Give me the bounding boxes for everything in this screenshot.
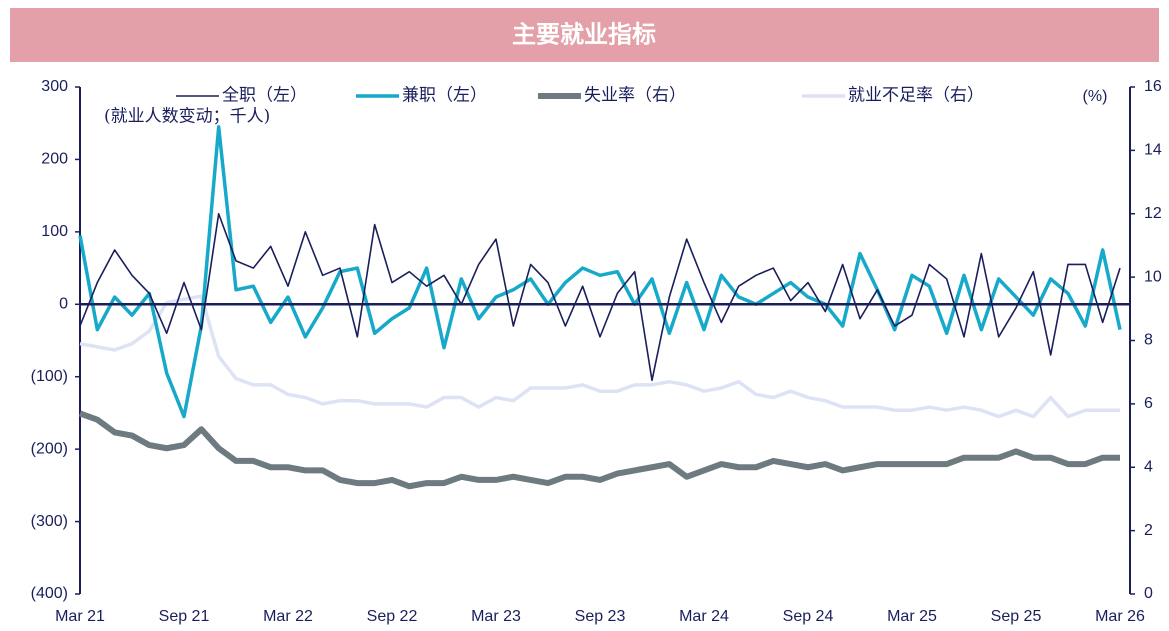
y-tick-label: 200 [41, 151, 68, 168]
series-line [79, 294, 1120, 419]
x-tick-label: Sep 23 [575, 608, 626, 625]
y-tick-label: 300 [41, 78, 68, 95]
y2-tick-label: 14 [1144, 142, 1162, 159]
y2-tick-label: 0 [1144, 585, 1153, 602]
series-line [79, 212, 1121, 382]
legend-label: 全职（左） [222, 86, 307, 106]
x-tick-label: Mar 23 [471, 608, 521, 625]
y2-tick-label: 16 [1144, 78, 1162, 95]
legend-label: 兼职（左） [402, 86, 487, 106]
y2-tick-label: 12 [1144, 205, 1162, 222]
y-tick-label: (300) [31, 513, 68, 530]
y-tick-label: (100) [31, 368, 68, 385]
x-tick-label: Mar 25 [887, 608, 937, 625]
y2-tick-label: 6 [1144, 395, 1153, 412]
y2-tick-label: 2 [1144, 522, 1153, 539]
x-tick-label: Sep 21 [159, 608, 210, 625]
x-tick-label: Sep 22 [367, 608, 418, 625]
y-tick-label: 100 [41, 223, 68, 240]
y-tick-label: (200) [31, 440, 68, 457]
x-tick-label: Mar 24 [679, 608, 729, 625]
legend-label: 就业不足率（右） [848, 86, 984, 106]
x-tick-label: Sep 24 [783, 608, 834, 625]
y2-unit: (%) [1083, 88, 1108, 105]
x-tick-label: Mar 26 [1095, 608, 1145, 625]
x-tick-label: Mar 22 [263, 608, 313, 625]
y2-tick-label: 8 [1144, 332, 1153, 349]
series-line [78, 125, 1122, 419]
y2-tick-label: 10 [1144, 268, 1162, 285]
chart-title: 主要就业指标 [512, 20, 656, 49]
y-tick-label: (400) [31, 585, 68, 602]
series-line [78, 410, 1120, 490]
title-banner [10, 8, 1159, 62]
y-tick-label: 0 [59, 296, 68, 313]
annotation: (就业人数变动；千人) [104, 107, 270, 127]
x-tick-label: Sep 25 [991, 608, 1042, 625]
legend-label: 失业率（右） [584, 86, 686, 106]
y2-tick-label: 4 [1144, 458, 1153, 475]
x-tick-label: Mar 21 [55, 608, 105, 625]
